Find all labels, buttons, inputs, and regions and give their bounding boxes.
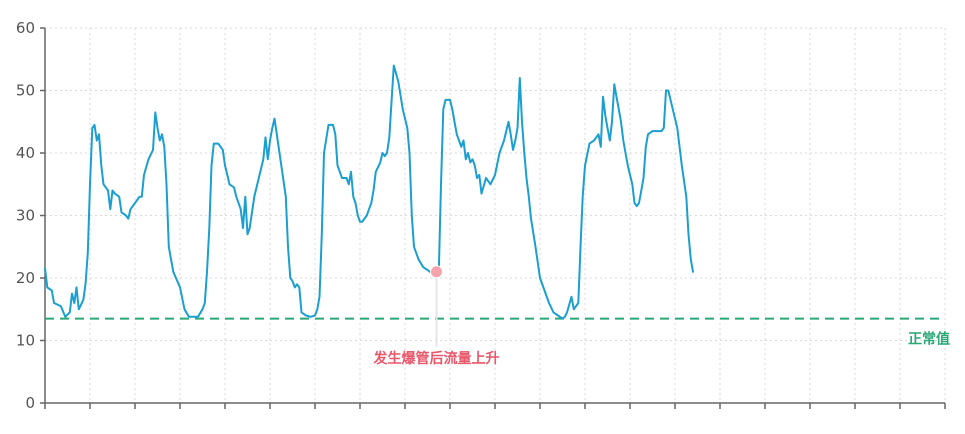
y-tick-label: 50 xyxy=(16,82,35,100)
gridlines xyxy=(45,27,946,403)
series-line xyxy=(44,64,694,320)
series-group xyxy=(44,64,694,320)
y-tick-label: 30 xyxy=(16,207,35,225)
y-tick-label: 40 xyxy=(16,144,35,162)
annotation-marker xyxy=(430,265,443,279)
reference-line-label: 正常值 xyxy=(908,331,950,348)
y-tick-label: 20 xyxy=(16,269,35,287)
annotation-group: 发生爆管后流量上升 xyxy=(373,265,500,367)
axes: 0 10 20 30 40 50 60 xyxy=(16,19,946,412)
y-tick-label: 60 xyxy=(16,19,35,37)
y-tick-label: 0 xyxy=(25,394,35,412)
y-tick-label: 10 xyxy=(16,332,35,350)
annotation-label: 发生爆管后流量上升 xyxy=(373,350,500,367)
reference-line-group: 正常值 xyxy=(45,317,950,348)
